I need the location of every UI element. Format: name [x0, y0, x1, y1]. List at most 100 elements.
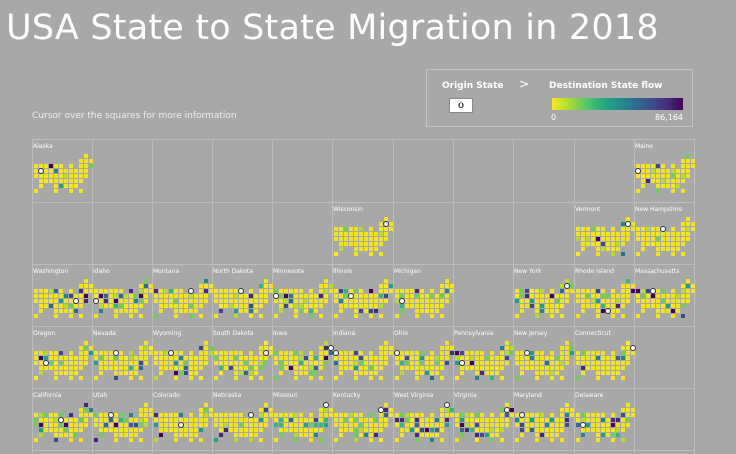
- flow-square[interactable]: [626, 227, 630, 231]
- flow-square[interactable]: [109, 356, 113, 360]
- flow-square[interactable]: [631, 351, 635, 355]
- flow-square[interactable]: [621, 299, 625, 303]
- flow-square[interactable]: [475, 413, 479, 417]
- flow-square[interactable]: [440, 423, 444, 427]
- flow-square[interactable]: [309, 428, 313, 432]
- flow-square[interactable]: [384, 341, 388, 345]
- flow-square[interactable]: [565, 346, 569, 350]
- flow-square[interactable]: [555, 304, 559, 308]
- flow-square[interactable]: [515, 418, 519, 422]
- flow-square[interactable]: [374, 371, 378, 375]
- flow-square[interactable]: [540, 356, 544, 360]
- flow-square[interactable]: [294, 314, 298, 318]
- flow-square[interactable]: [334, 227, 338, 231]
- flow-square[interactable]: [475, 433, 479, 437]
- flow-square[interactable]: [44, 169, 48, 173]
- flow-square[interactable]: [435, 299, 439, 303]
- flow-square[interactable]: [545, 294, 549, 298]
- flow-square[interactable]: [425, 428, 429, 432]
- flow-square[interactable]: [184, 423, 188, 427]
- flow-square[interactable]: [455, 356, 459, 360]
- flow-square[interactable]: [691, 159, 695, 163]
- flow-square[interactable]: [199, 356, 203, 360]
- flow-square[interactable]: [339, 413, 343, 417]
- flow-square[interactable]: [550, 438, 554, 442]
- flow-square[interactable]: [641, 304, 645, 308]
- flow-square[interactable]: [540, 418, 544, 422]
- flow-square[interactable]: [124, 418, 128, 422]
- flow-square[interactable]: [69, 304, 73, 308]
- flow-square[interactable]: [420, 289, 424, 293]
- flow-square[interactable]: [349, 361, 353, 365]
- flow-square[interactable]: [339, 309, 343, 313]
- flow-square[interactable]: [565, 418, 569, 422]
- flow-square[interactable]: [430, 428, 434, 432]
- flow-square[interactable]: [104, 418, 108, 422]
- flow-square[interactable]: [359, 289, 363, 293]
- flow-square[interactable]: [470, 418, 474, 422]
- flow-square[interactable]: [530, 304, 534, 308]
- flow-square[interactable]: [671, 252, 675, 256]
- flow-square[interactable]: [164, 366, 168, 370]
- flow-square[interactable]: [319, 361, 323, 365]
- flow-square[interactable]: [109, 304, 113, 308]
- flow-square[interactable]: [400, 428, 404, 432]
- flow-square[interactable]: [179, 433, 183, 437]
- flow-square[interactable]: [314, 371, 318, 375]
- flow-square[interactable]: [229, 428, 233, 432]
- flow-square[interactable]: [395, 299, 399, 303]
- flow-square[interactable]: [621, 289, 625, 293]
- flow-square[interactable]: [274, 314, 278, 318]
- flow-square[interactable]: [586, 227, 590, 231]
- flow-square[interactable]: [99, 309, 103, 313]
- flow-square[interactable]: [89, 408, 93, 412]
- flow-square[interactable]: [339, 366, 343, 370]
- flow-square[interactable]: [189, 413, 193, 417]
- flow-square[interactable]: [234, 356, 238, 360]
- flow-square[interactable]: [64, 371, 68, 375]
- flow-square[interactable]: [239, 366, 243, 370]
- flow-square[interactable]: [169, 423, 173, 427]
- flow-square[interactable]: [244, 356, 248, 360]
- flow-square[interactable]: [581, 418, 585, 422]
- flow-square[interactable]: [576, 361, 580, 365]
- flow-square[interactable]: [269, 289, 273, 293]
- flow-square[interactable]: [114, 413, 118, 417]
- flow-square[interactable]: [405, 418, 409, 422]
- flow-square[interactable]: [264, 418, 268, 422]
- flow-square[interactable]: [621, 428, 625, 432]
- flow-square[interactable]: [596, 366, 600, 370]
- flow-square[interactable]: [244, 418, 248, 422]
- flow-square[interactable]: [591, 289, 595, 293]
- flow-square[interactable]: [420, 304, 424, 308]
- flow-square[interactable]: [606, 237, 610, 241]
- flow-square[interactable]: [119, 361, 123, 365]
- flow-square[interactable]: [530, 294, 534, 298]
- flow-square[interactable]: [174, 356, 178, 360]
- flow-square[interactable]: [194, 418, 198, 422]
- flow-square[interactable]: [616, 294, 620, 298]
- flow-square[interactable]: [259, 356, 263, 360]
- flow-square[interactable]: [606, 294, 610, 298]
- flow-square[interactable]: [636, 232, 640, 236]
- flow-square[interactable]: [284, 294, 288, 298]
- flow-square[interactable]: [89, 289, 93, 293]
- flow-square[interactable]: [339, 232, 343, 236]
- flow-square[interactable]: [249, 371, 253, 375]
- flow-square[interactable]: [354, 304, 358, 308]
- flow-square[interactable]: [430, 299, 434, 303]
- flow-square[interactable]: [450, 289, 454, 293]
- flow-square[interactable]: [194, 294, 198, 298]
- flow-square[interactable]: [34, 376, 38, 380]
- flow-square[interactable]: [450, 284, 454, 288]
- flow-square[interactable]: [545, 299, 549, 303]
- flow-square[interactable]: [384, 418, 388, 422]
- flow-square[interactable]: [154, 294, 158, 298]
- flow-square[interactable]: [374, 433, 378, 437]
- flow-square[interactable]: [324, 284, 328, 288]
- flow-square[interactable]: [239, 433, 243, 437]
- flow-square[interactable]: [570, 413, 574, 417]
- flow-square[interactable]: [626, 413, 630, 417]
- flow-square[interactable]: [379, 361, 383, 365]
- flow-square[interactable]: [304, 423, 308, 427]
